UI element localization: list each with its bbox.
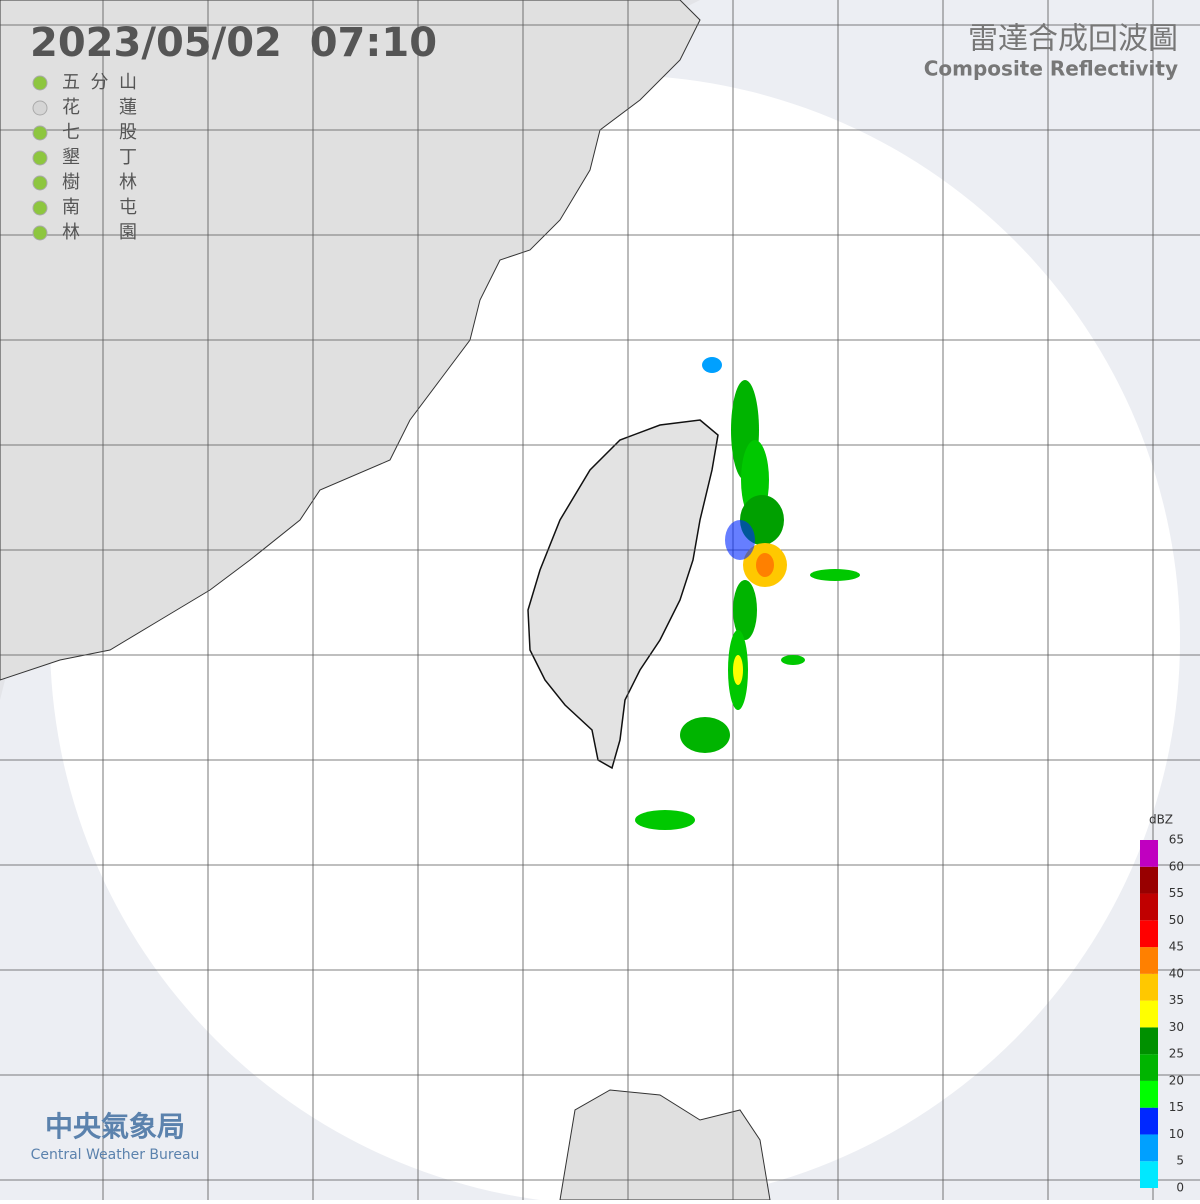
- legend-swatch: [1140, 893, 1158, 921]
- legend-swatch: [1140, 1080, 1158, 1108]
- logo-en: Central Weather Bureau: [31, 1147, 200, 1163]
- title-zh: 雷達合成回波圖: [968, 22, 1178, 57]
- station-name: 林 園: [62, 222, 137, 243]
- station-name: 樹 林: [62, 172, 137, 193]
- legend-tick: 20: [1169, 1073, 1184, 1087]
- station-dot: [32, 225, 48, 241]
- station-dot: [32, 150, 48, 166]
- legend-tick: 25: [1169, 1047, 1184, 1061]
- legend-swatch: [1140, 1134, 1158, 1162]
- station-name: 七 股: [62, 122, 137, 143]
- legend-tick: 65: [1169, 833, 1184, 847]
- station-name: 南 屯: [62, 197, 137, 218]
- logo-zh: 中央氣象局: [45, 1110, 185, 1143]
- legend-tick: 30: [1169, 1020, 1184, 1034]
- legend-swatch: [1140, 973, 1158, 1001]
- title-en: Composite Reflectivity: [924, 57, 1178, 81]
- legend-tick: 10: [1169, 1127, 1184, 1141]
- station-name: 五 分 山: [62, 72, 137, 93]
- legend-tick: 40: [1169, 966, 1184, 980]
- station-name: 墾 丁: [62, 147, 137, 168]
- legend-tick: 55: [1169, 886, 1184, 900]
- legend-tick: 45: [1169, 940, 1184, 954]
- station-dot: [32, 200, 48, 216]
- legend-tick: 5: [1176, 1154, 1184, 1168]
- echoes: [635, 357, 860, 830]
- color-legend: dBZ 0 5 10 15 20 25 30 35 40 45 50 55 60 65: [1140, 813, 1184, 1195]
- legend-swatch: [1140, 1000, 1158, 1028]
- legend-swatch: [1140, 920, 1158, 948]
- legend-tick: 0: [1176, 1181, 1184, 1195]
- legend-swatch: [1140, 1054, 1158, 1081]
- legend-unit: dBZ: [1149, 813, 1173, 827]
- legend-swatch: [1140, 840, 1158, 867]
- legend-swatch: [1140, 1107, 1158, 1135]
- legend-tick: 15: [1169, 1100, 1184, 1114]
- legend-swatch: [1140, 1027, 1158, 1055]
- legend-swatch: [1140, 947, 1158, 974]
- legend-swatch: [1140, 866, 1158, 894]
- timestamp: 2023/05/02 07:10: [30, 20, 437, 66]
- station-dot: [32, 125, 48, 141]
- station-dot: [32, 100, 48, 116]
- station-dot: [32, 75, 48, 91]
- legend-tick: 60: [1169, 859, 1184, 873]
- legend-tick: 50: [1169, 913, 1184, 927]
- legend-tick: 35: [1169, 993, 1184, 1007]
- station-dot: [32, 175, 48, 191]
- station-name: 花 蓮: [62, 97, 137, 118]
- legend-swatch: [1140, 1161, 1158, 1188]
